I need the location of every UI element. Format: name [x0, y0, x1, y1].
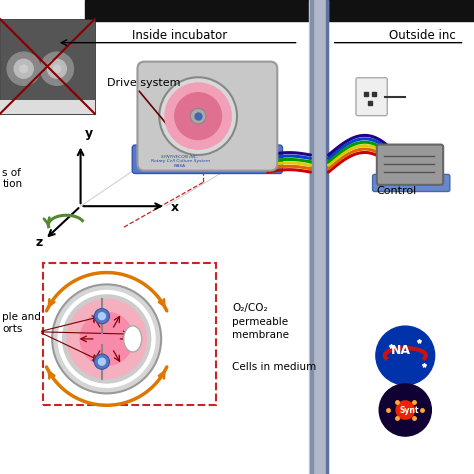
- Text: Inside incubator: Inside incubator: [133, 29, 228, 42]
- Circle shape: [164, 82, 232, 150]
- Text: O₂/CO₂
permeable
membrane: O₂/CO₂ permeable membrane: [232, 303, 289, 340]
- Circle shape: [7, 52, 40, 85]
- FancyBboxPatch shape: [356, 78, 387, 116]
- Circle shape: [62, 294, 151, 383]
- Bar: [0, 100, 95, 114]
- Circle shape: [80, 312, 134, 366]
- FancyBboxPatch shape: [132, 145, 283, 173]
- Circle shape: [98, 312, 106, 320]
- Circle shape: [40, 52, 73, 85]
- Text: Cells in medium: Cells in medium: [232, 362, 317, 372]
- Circle shape: [159, 77, 237, 155]
- Text: NA: NA: [391, 344, 410, 357]
- Text: ple and
orts: ple and orts: [2, 312, 41, 334]
- Ellipse shape: [124, 326, 142, 352]
- Circle shape: [396, 401, 414, 419]
- FancyBboxPatch shape: [377, 145, 443, 185]
- Text: y: y: [85, 128, 93, 140]
- Bar: [85, 0, 474, 21]
- Circle shape: [174, 92, 222, 140]
- Text: Synt: Synt: [399, 406, 419, 414]
- Bar: [43, 263, 216, 405]
- Circle shape: [66, 299, 147, 379]
- Text: Control: Control: [377, 186, 417, 196]
- Text: SYNTHECON INC.
Rotary Cell Culture System
NASA: SYNTHECON INC. Rotary Cell Culture Syste…: [151, 155, 210, 168]
- Circle shape: [376, 326, 435, 385]
- Text: x: x: [171, 201, 179, 214]
- Circle shape: [94, 309, 109, 324]
- Circle shape: [98, 357, 106, 366]
- Circle shape: [47, 59, 66, 78]
- Circle shape: [53, 65, 61, 73]
- Bar: [310, 0, 328, 474]
- Circle shape: [20, 65, 27, 73]
- Text: s of
tion: s of tion: [2, 168, 22, 189]
- Text: Drive system: Drive system: [107, 78, 180, 88]
- Circle shape: [191, 109, 206, 124]
- FancyBboxPatch shape: [373, 174, 450, 191]
- Text: Outside inc: Outside inc: [389, 29, 456, 42]
- Circle shape: [379, 384, 431, 436]
- Circle shape: [14, 59, 33, 78]
- Text: z: z: [36, 237, 43, 249]
- Bar: [0, 19, 95, 114]
- Circle shape: [52, 284, 161, 393]
- Circle shape: [94, 354, 109, 369]
- Bar: [309, 0, 310, 474]
- FancyBboxPatch shape: [137, 62, 277, 171]
- Bar: [326, 0, 328, 474]
- Bar: [310, 0, 313, 474]
- Circle shape: [58, 290, 155, 388]
